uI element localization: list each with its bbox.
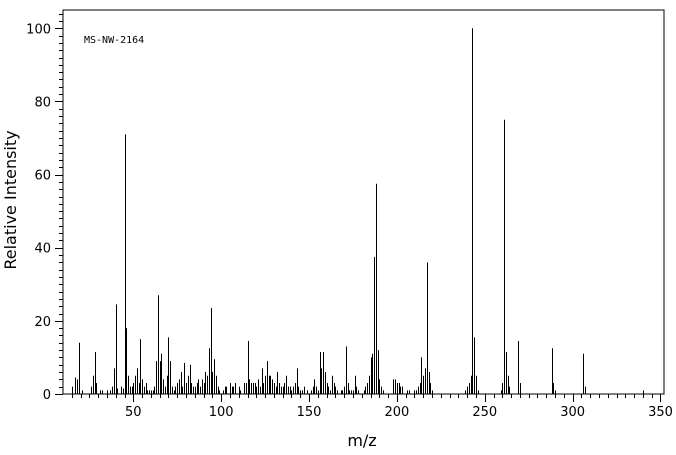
plot-frame (62, 9, 665, 395)
x-tick-label: 250 (472, 405, 497, 420)
x-tick-label: 150 (297, 405, 322, 420)
peaks-group (72, 28, 644, 394)
y-tick-label: 100 (26, 22, 51, 37)
x-tick-label: 200 (384, 405, 409, 420)
y-tick-label: 80 (34, 95, 51, 110)
y-axis-title: Relative Intensity (1, 130, 20, 269)
y-axis-ticks: 0 20 40 60 80 100 (26, 14, 63, 403)
x-axis-title: m/z (347, 431, 376, 450)
x-tick-label: 300 (560, 405, 585, 420)
y-tick-label: 20 (34, 315, 51, 330)
x-tick-label: 350 (648, 405, 673, 420)
y-tick-label: 60 (34, 169, 51, 184)
y-tick-label: 0 (43, 388, 51, 403)
x-tick-label: 100 (209, 405, 234, 420)
y-tick-label: 40 (34, 242, 51, 257)
x-tick-label: 50 (125, 405, 142, 420)
x-axis-ticks: 50 100 150 200 250 300 350 (72, 394, 673, 420)
spectrum-id-label: MS-NW-2164 (84, 35, 144, 46)
